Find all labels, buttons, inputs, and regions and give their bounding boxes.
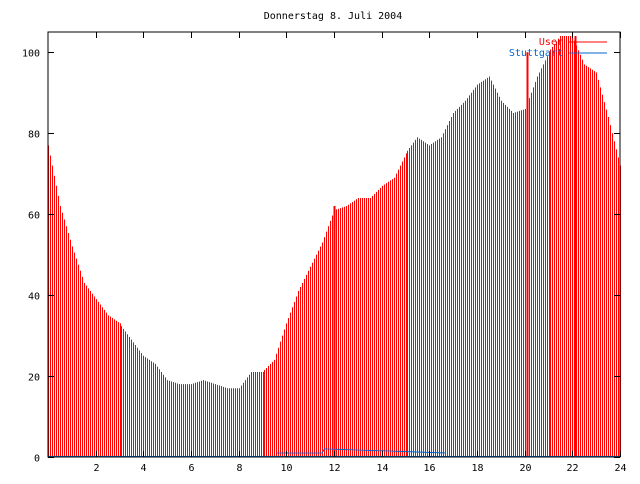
legend-label-stuttgart: Stuttgart <box>509 48 563 59</box>
y-tick-label: 80 <box>28 130 40 141</box>
x-tick-label: 18 <box>471 463 483 474</box>
y-tick-label: 40 <box>28 292 40 303</box>
x-tick-label: 14 <box>376 463 388 474</box>
legend-label-user: User <box>539 37 563 48</box>
x-tick-label: 24 <box>614 463 626 474</box>
x-tick-label: 10 <box>280 463 292 474</box>
x-tick-label: 16 <box>423 463 435 474</box>
y-tick-label: 60 <box>28 211 40 222</box>
x-tick-label: 6 <box>188 463 194 474</box>
x-tick-label: 2 <box>93 463 99 474</box>
x-tick-label: 4 <box>140 463 146 474</box>
y-tick-label: 20 <box>28 373 40 384</box>
y-tick-label: 0 <box>34 454 40 465</box>
y-tick-label: 100 <box>22 49 40 60</box>
x-tick-label: 8 <box>236 463 242 474</box>
x-tick-label: 20 <box>519 463 531 474</box>
x-tick-label: 22 <box>566 463 578 474</box>
x-tick-label: 12 <box>328 463 340 474</box>
bars-layer <box>48 36 621 457</box>
chart-title: Donnerstag 8. Juli 2004 <box>264 11 402 22</box>
legend: User Stuttgart <box>509 37 607 59</box>
